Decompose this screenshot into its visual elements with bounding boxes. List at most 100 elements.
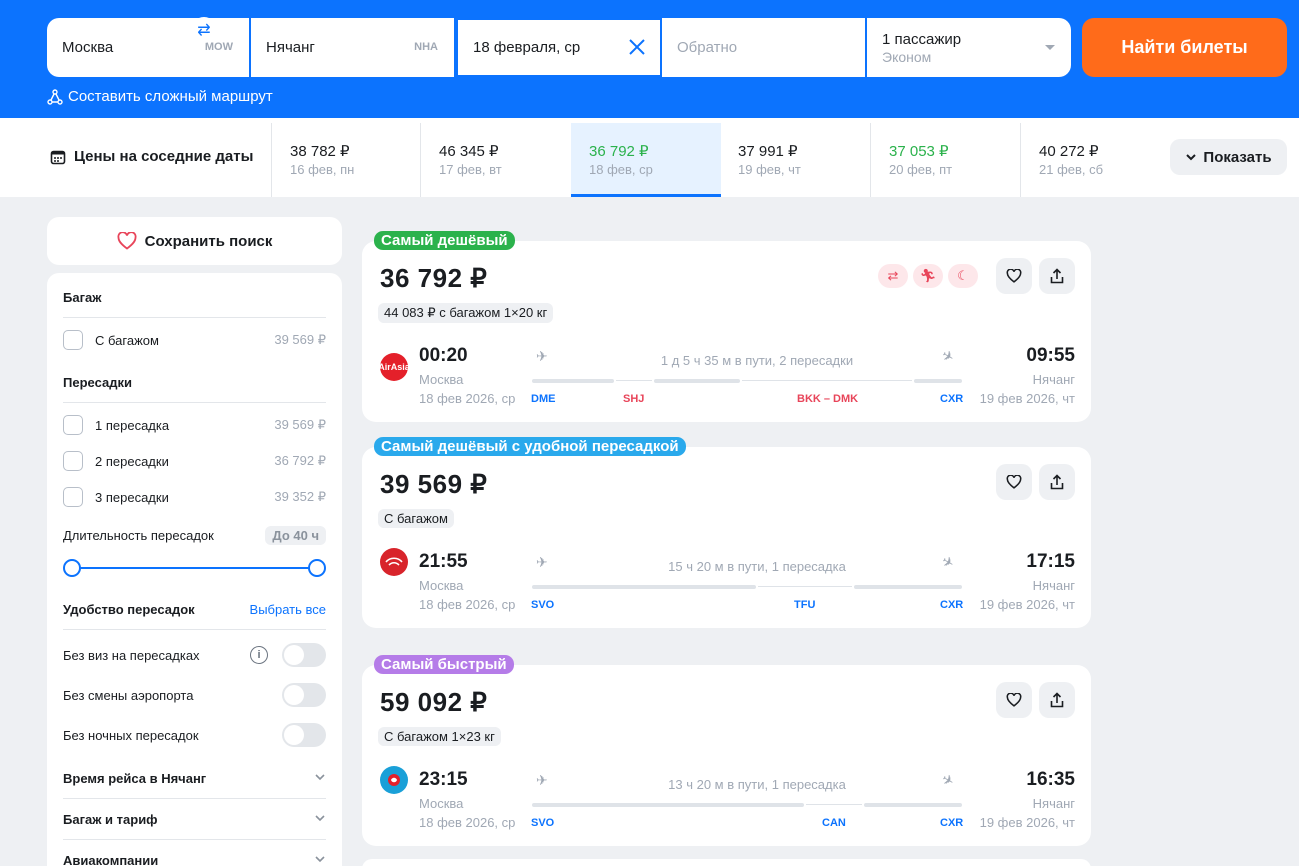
checkbox[interactable] xyxy=(63,330,83,350)
filter-no-night[interactable]: Без ночных пересадок xyxy=(63,723,326,747)
favorite-button[interactable] xyxy=(996,464,1032,500)
filters-panel: Багаж С багажом 39 569 ₽ Пересадки 1 пере… xyxy=(47,273,342,866)
checkbox[interactable] xyxy=(63,451,83,471)
section-baggage-tariff[interactable]: Багаж и тариф xyxy=(63,808,326,830)
date-label: 20 фев, пт xyxy=(889,162,953,177)
share-button[interactable] xyxy=(1039,464,1075,500)
toggle-switch[interactable] xyxy=(282,643,326,667)
clear-date-icon[interactable] xyxy=(628,38,646,60)
filter-price: 36 792 ₽ xyxy=(274,453,326,468)
filter-with-baggage[interactable]: С багажом 39 569 ₽ xyxy=(63,329,326,351)
save-search-button[interactable]: Сохранить поиск xyxy=(47,217,342,265)
favorite-button[interactable] xyxy=(996,682,1032,718)
flight-duration: 15 ч 20 м в пути, 1 пересадка xyxy=(668,559,846,574)
divider xyxy=(63,317,326,318)
origin-code: MOW xyxy=(204,41,233,53)
flight-duration: 1 д 5 ч 35 м в пути, 2 пересадки xyxy=(660,353,854,368)
return-date-field[interactable]: Обратно xyxy=(662,18,867,77)
select-all-link[interactable]: Выбрать все xyxy=(249,602,326,617)
checkbox[interactable] xyxy=(63,415,83,435)
filter-stop-2[interactable]: 2 пересадки 36 792 ₽ xyxy=(63,450,326,472)
section-label: Багаж и тариф xyxy=(63,811,158,827)
date-cell-3[interactable]: 37 991 ₽ 19 фев, чт xyxy=(720,123,870,197)
complex-route-link[interactable]: Составить сложный маршрут xyxy=(47,88,273,105)
destination-field[interactable]: Нячанг NHA xyxy=(251,18,456,77)
filter-no-airport-change[interactable]: Без смены аэропорта xyxy=(63,683,326,707)
show-dates-button[interactable]: Показать xyxy=(1170,139,1287,175)
filter-stop-1[interactable]: 1 пересадка 39 569 ₽ xyxy=(63,414,326,436)
section-airlines[interactable]: Авиакомпании xyxy=(63,849,326,866)
departure-date-field[interactable]: 18 февраля, ср xyxy=(456,18,662,77)
date-cell-5[interactable]: 40 272 ₽ 21 фев, сб xyxy=(1020,123,1170,197)
share-button[interactable] xyxy=(1039,682,1075,718)
origin-field[interactable]: Москва MOW xyxy=(47,18,251,77)
ticket-card-partial[interactable] xyxy=(362,859,1091,866)
ticket-card[interactable]: Самый дешёвый 36 792 ₽ 44 083 ₽ с багажо… xyxy=(362,231,1091,422)
chevron-down-icon xyxy=(1045,45,1055,50)
baggage-title: Багаж xyxy=(63,290,102,305)
share-button[interactable] xyxy=(1039,258,1075,294)
slider-track xyxy=(72,567,317,569)
chevron-down-icon xyxy=(314,811,326,827)
arrival-time: 16:35 xyxy=(1026,769,1075,790)
toggle-switch[interactable] xyxy=(282,683,326,707)
ticket-card[interactable]: Самый дешёвый с удобной пересадкой 39 56… xyxy=(362,437,1091,628)
moon-icon: ☾ xyxy=(948,264,978,288)
share-icon xyxy=(1050,692,1064,708)
save-search-label: Сохранить поиск xyxy=(144,232,273,250)
layover-duration-row: Длительность пересадок До 40 ч xyxy=(63,524,326,546)
date-cell-2-selected[interactable]: 36 792 ₽ 18 фев, ср xyxy=(571,123,721,197)
layover-slider[interactable] xyxy=(63,559,326,577)
takeoff-icon: ✈ xyxy=(536,772,548,788)
toggle-switch[interactable] xyxy=(282,723,326,747)
ticket-card[interactable]: Самый быстрый 59 092 ₽ С багажом 1×23 кг… xyxy=(362,655,1091,846)
arrival-date: 19 фев 2026, чт xyxy=(979,597,1075,612)
arrival-time: 09:55 xyxy=(1026,345,1075,366)
find-tickets-button[interactable]: Найти билеты xyxy=(1082,18,1287,77)
filter-stop-3[interactable]: 3 пересадки 39 352 ₽ xyxy=(63,486,326,508)
flight-segment xyxy=(654,379,740,383)
passengers-field[interactable]: 1 пассажир Эконом xyxy=(867,18,1071,77)
heart-icon xyxy=(117,232,137,250)
section-flight-time[interactable]: Время рейса в Нячанг xyxy=(63,767,326,789)
share-icon xyxy=(1050,474,1064,490)
flight-segment xyxy=(864,803,962,807)
swap-icon[interactable]: ⇄ xyxy=(191,17,217,43)
heart-icon xyxy=(1006,269,1022,283)
section-label: Авиакомпании xyxy=(63,852,159,866)
date-price: 46 345 ₽ xyxy=(439,143,499,160)
checkbox[interactable] xyxy=(63,487,83,507)
info-icon[interactable]: i xyxy=(250,646,268,664)
airline-logo-icon xyxy=(380,766,408,794)
filter-label: Без ночных пересадок xyxy=(63,727,199,743)
heart-icon xyxy=(1006,475,1022,489)
date-cell-1[interactable]: 46 345 ₽ 17 фев, вт xyxy=(420,123,570,197)
departure-time: 21:55 xyxy=(419,551,468,572)
date-price: 37 991 ₽ xyxy=(738,143,798,160)
flight-segment xyxy=(854,585,962,589)
return-placeholder: Обратно xyxy=(677,39,738,56)
filter-price: 39 569 ₽ xyxy=(274,332,326,347)
stops-title: Пересадки xyxy=(63,375,132,390)
nearby-dates-title: Цены на соседние даты xyxy=(50,148,253,165)
date-cell-0[interactable]: 38 782 ₽ 16 фев, пн xyxy=(271,123,421,197)
departure-city: Москва xyxy=(419,372,464,387)
airport-code: CXR xyxy=(940,393,964,405)
cabin-class: Эконом xyxy=(882,48,932,65)
divider xyxy=(63,798,326,799)
airport-code: CXR xyxy=(940,817,964,829)
date-label: 17 фев, вт xyxy=(439,162,502,177)
layover-line xyxy=(806,804,862,805)
favorite-button[interactable] xyxy=(996,258,1032,294)
airline-logo-icon: AirAsia xyxy=(378,353,410,381)
slider-handle-max[interactable] xyxy=(308,559,326,577)
layover-line xyxy=(742,380,912,381)
ticket-badge: Самый быстрый xyxy=(374,655,514,674)
date-cell-4[interactable]: 37 053 ₽ 20 фев, пт xyxy=(870,123,1020,197)
filter-no-visa[interactable]: Без виз на пересадках i xyxy=(63,643,326,667)
runner-icon: 🏃︎ xyxy=(913,264,943,288)
date-label: 16 фев, пн xyxy=(290,162,355,177)
airport-code: TFU xyxy=(794,599,816,611)
divider xyxy=(63,839,326,840)
slider-handle-min[interactable] xyxy=(63,559,81,577)
